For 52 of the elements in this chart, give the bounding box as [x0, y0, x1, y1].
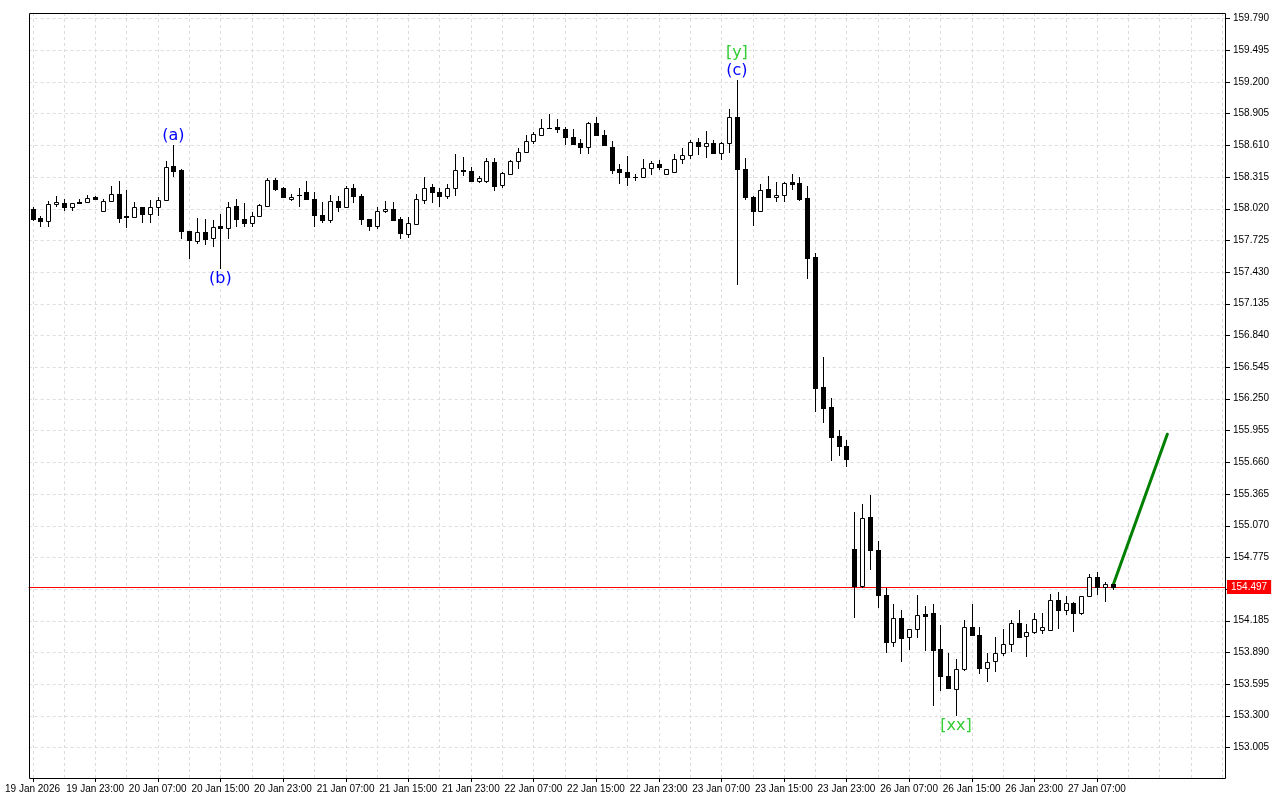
candlestick — [547, 114, 552, 129]
x-tick-label: 22 Jan 15:00 — [567, 782, 626, 794]
x-tick-label: 23 Jan 07:00 — [692, 782, 751, 794]
y-tick-label: 159.790 — [1233, 12, 1270, 24]
y-tick-label: 158.315 — [1233, 170, 1270, 182]
y-tick-label: 156.840 — [1233, 329, 1270, 341]
candlestick — [297, 188, 302, 207]
y-tick-label: 155.955 — [1233, 424, 1270, 436]
candlestick — [124, 190, 129, 228]
y-tick-label: 155.365 — [1233, 487, 1270, 499]
x-tick-label: 21 Jan 15:00 — [379, 782, 438, 794]
y-tick-label: 157.725 — [1233, 233, 1270, 245]
x-tick-label: 20 Jan 07:00 — [128, 782, 188, 794]
x-tick-label: 26 Jan 07:00 — [880, 782, 939, 794]
candlestick — [923, 606, 928, 651]
x-tick-label: 19 Jan 2026 — [4, 782, 61, 794]
x-tick-label: 23 Jan 15:00 — [754, 782, 814, 794]
annotation: [xx] — [940, 714, 972, 734]
annotation: (a) — [162, 125, 185, 145]
y-tick-label: 153.890 — [1233, 646, 1270, 658]
x-tick-label: 22 Jan 23:00 — [629, 782, 688, 794]
annotation: (c) — [726, 59, 748, 79]
y-tick-label: 159.200 — [1233, 75, 1270, 87]
x-tick-label: 19 Jan 23:00 — [66, 782, 125, 794]
x-tick-label: 22 Jan 07:00 — [504, 782, 563, 794]
y-tick-label: 159.495 — [1233, 43, 1270, 55]
x-tick-label: 21 Jan 23:00 — [441, 782, 501, 794]
annotation: [y] — [725, 41, 748, 61]
annotation: (b) — [209, 267, 232, 287]
y-tick-label: 154.185 — [1233, 614, 1270, 626]
y-tick-label: 153.005 — [1233, 741, 1270, 753]
y-tick-label: 158.610 — [1233, 138, 1270, 150]
x-tick-label: 21 Jan 07:00 — [316, 782, 375, 794]
y-tick-label: 157.430 — [1233, 265, 1270, 277]
x-tick-label: 26 Jan 15:00 — [942, 782, 1001, 794]
y-tick-label: 158.020 — [1233, 202, 1270, 214]
candlestick — [218, 214, 223, 269]
ref-line-label: 154.497 — [1231, 580, 1268, 592]
x-tick-label: 27 Jan 07:00 — [1067, 782, 1127, 794]
y-tick-label: 155.660 — [1233, 455, 1270, 467]
x-tick-label: 20 Jan 23:00 — [254, 782, 313, 794]
y-tick-label: 157.135 — [1233, 297, 1270, 309]
y-tick-label: 156.250 — [1233, 392, 1270, 404]
y-tick-label: 158.905 — [1233, 107, 1270, 119]
y-tick-label: 155.070 — [1233, 519, 1270, 531]
y-tick-label: 153.300 — [1233, 709, 1270, 721]
y-tick-label: 153.595 — [1233, 677, 1270, 689]
x-tick-label: 20 Jan 15:00 — [191, 782, 250, 794]
x-tick-label: 26 Jan 23:00 — [1005, 782, 1064, 794]
y-tick-label: 154.775 — [1233, 550, 1270, 562]
x-tick-label: 23 Jan 23:00 — [817, 782, 876, 794]
y-tick-label: 156.545 — [1233, 360, 1270, 372]
